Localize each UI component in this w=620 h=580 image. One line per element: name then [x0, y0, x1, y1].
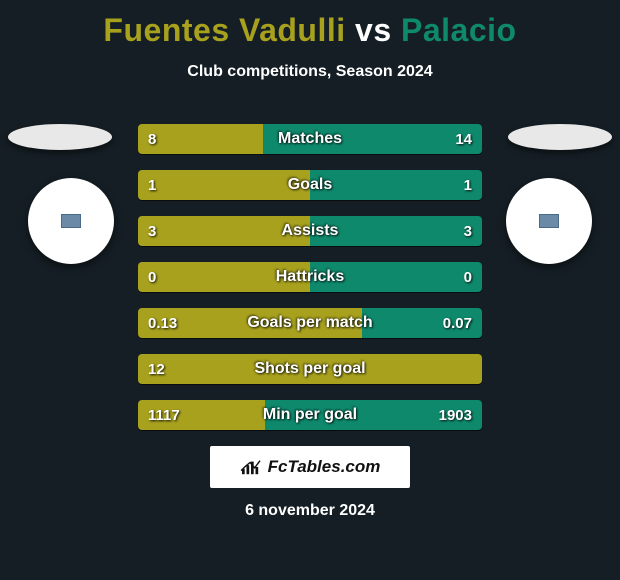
stat-row: Hattricks0 0 [138, 262, 482, 292]
player1-flag-oval [8, 124, 112, 150]
player2-flag-oval [508, 124, 612, 150]
stat-label: Goals [138, 170, 482, 200]
subtitle: Club competitions, Season 2024 [0, 63, 620, 81]
stat-row: Min per goal1117 1903 [138, 400, 482, 430]
stat-value-left: 1117 [148, 400, 180, 430]
date-label: 6 november 2024 [0, 502, 620, 520]
badge-placeholder-icon [539, 214, 559, 228]
player2-club-badge [506, 178, 592, 264]
stat-label: Shots per goal [138, 354, 482, 384]
player1-name: Fuentes Vadulli [103, 12, 345, 48]
stat-value-right: 0.07 [443, 308, 472, 338]
stat-value-left: 0 [148, 262, 156, 292]
stat-value-right: 3 [464, 216, 472, 246]
stat-label: Matches [138, 124, 482, 154]
stat-label: Assists [138, 216, 482, 246]
site-logo: FcTables.com [210, 446, 410, 488]
player1-club-badge [28, 178, 114, 264]
stat-value-left: 0.13 [148, 308, 177, 338]
stat-value-right: 0 [464, 262, 472, 292]
stat-value-right: 1903 [439, 400, 472, 430]
stat-value-right: 1 [464, 170, 472, 200]
stat-row: Goals per match0.13 0.07 [138, 308, 482, 338]
stat-value-left: 3 [148, 216, 156, 246]
site-logo-text: FcTables.com [268, 457, 381, 477]
stat-label: Min per goal [138, 400, 482, 430]
player2-name: Palacio [401, 12, 517, 48]
stat-value-left: 1 [148, 170, 156, 200]
stat-bars: Matches8 14 Goals1 1 Assists3 3 Hattricks0 0 Goa… [138, 124, 482, 446]
stat-row: Matches8 14 [138, 124, 482, 154]
stat-row: Shots per goal12 [138, 354, 482, 384]
stat-row: Goals1 1 [138, 170, 482, 200]
stat-value-left: 12 [148, 354, 165, 384]
stat-value-right: 14 [455, 124, 472, 154]
page-title: Fuentes Vadulli vs Palacio [0, 0, 620, 49]
stat-value-left: 8 [148, 124, 156, 154]
vs-label: vs [355, 12, 392, 48]
stat-label: Hattricks [138, 262, 482, 292]
stat-label: Goals per match [138, 308, 482, 338]
chart-icon [240, 458, 262, 476]
stat-row: Assists3 3 [138, 216, 482, 246]
badge-placeholder-icon [61, 214, 81, 228]
